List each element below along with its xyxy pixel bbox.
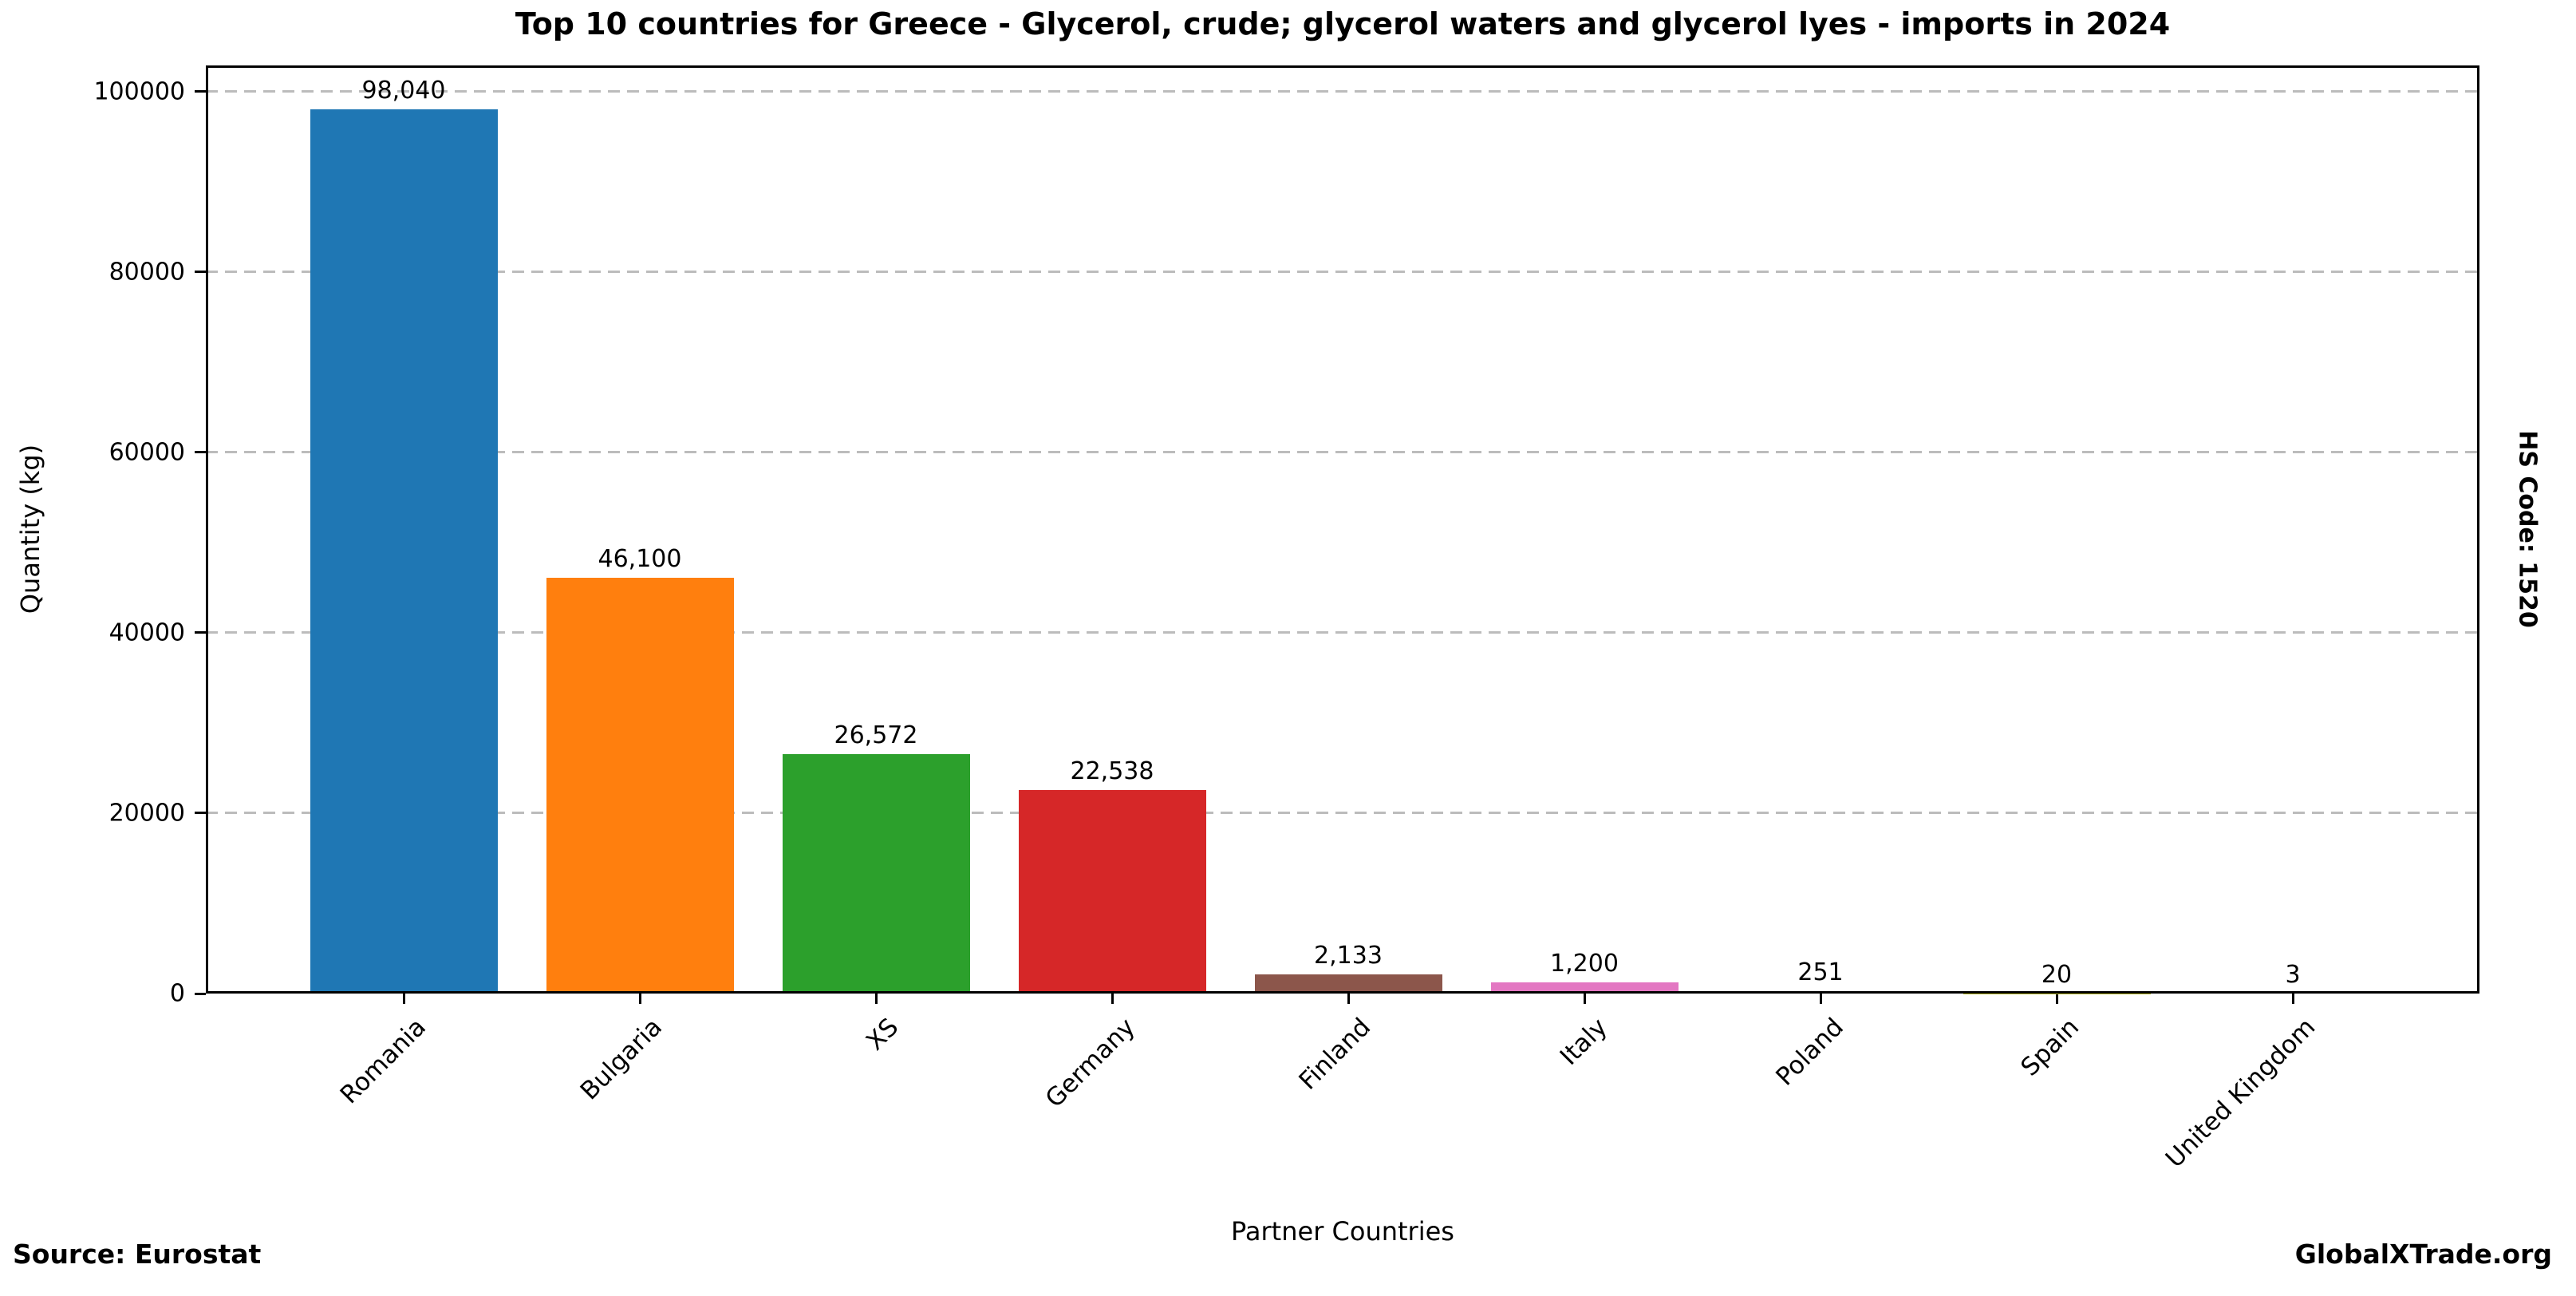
bar-value-label-italy: 1,200 xyxy=(1550,950,1619,978)
x-tick-mark xyxy=(1583,994,1586,1004)
bar-xs xyxy=(782,753,970,994)
gridline xyxy=(206,90,2479,93)
x-tick-mark xyxy=(402,994,405,1004)
y-tick-label: 80000 xyxy=(108,258,185,286)
x-tick-label-xs: XS xyxy=(861,1013,905,1057)
x-tick-label-finland: Finland xyxy=(1293,1013,1377,1096)
y-tick-mark xyxy=(195,271,206,274)
chart-title: Top 10 countries for Greece - Glycerol, … xyxy=(515,6,2171,41)
hs-code-note: HS Code: 1520 xyxy=(2513,430,2542,628)
gridline xyxy=(206,631,2479,634)
y-tick-mark xyxy=(195,90,206,93)
x-tick-label-spain: Spain xyxy=(2015,1013,2085,1082)
y-tick-label: 20000 xyxy=(108,799,185,828)
gridline xyxy=(206,271,2479,274)
y-tick-mark xyxy=(195,812,206,815)
y-tick-mark xyxy=(195,451,206,454)
x-tick-label-germany: Germany xyxy=(1039,1013,1141,1114)
bar-value-label-xs: 26,572 xyxy=(834,721,918,749)
bar-romania xyxy=(310,109,498,994)
y-axis-label: Quantity (kg) xyxy=(15,444,45,614)
bar-bulgaria xyxy=(546,577,734,994)
x-tick-mark xyxy=(874,994,878,1004)
y-tick-label: 100000 xyxy=(93,77,185,106)
y-tick-label: 40000 xyxy=(108,618,185,647)
x-tick-mark xyxy=(638,994,641,1004)
bar-poland xyxy=(1726,991,1915,994)
x-tick-label-united-kingdom: United Kingdom xyxy=(2160,1013,2322,1174)
bar-value-label-romania: 98,040 xyxy=(361,76,446,105)
bar-value-label-finland: 2,133 xyxy=(1314,941,1383,970)
bar-value-label-united-kingdom: 3 xyxy=(2285,960,2301,989)
x-axis-label: Partner Countries xyxy=(1231,1216,1454,1247)
source-note: Source: Eurostat xyxy=(13,1239,262,1270)
gridline xyxy=(206,812,2479,815)
bar-value-label-germany: 22,538 xyxy=(1070,757,1154,786)
y-tick-label: 0 xyxy=(169,979,185,1008)
x-tick-label-italy: Italy xyxy=(1554,1013,1613,1072)
x-tick-label-bulgaria: Bulgaria xyxy=(575,1013,669,1106)
y-tick-label: 60000 xyxy=(108,438,185,467)
x-tick-mark xyxy=(1819,994,1822,1004)
bar-finland xyxy=(1254,974,1442,994)
y-tick-mark xyxy=(195,992,206,995)
brand-note: GlobalXTrade.org xyxy=(2294,1239,2552,1270)
x-tick-mark xyxy=(2291,994,2294,1004)
bar-value-label-bulgaria: 46,100 xyxy=(598,544,682,573)
bar-italy xyxy=(1490,982,1679,994)
x-tick-mark xyxy=(1110,994,1114,1004)
plot-area: 0 20000 40000 60000 80000 100000 98,040 Romania… xyxy=(93,65,2479,1173)
x-tick-label-romania: Romania xyxy=(335,1013,432,1110)
bar-value-label-poland: 251 xyxy=(1797,958,1844,987)
x-tick-mark xyxy=(2055,994,2058,1004)
x-tick-mark xyxy=(1347,994,1350,1004)
x-tick-label-poland: Poland xyxy=(1769,1013,1849,1092)
gridline xyxy=(206,451,2479,454)
y-tick-mark xyxy=(195,631,206,634)
bar-germany xyxy=(1018,790,1206,994)
bar-value-label-spain: 20 xyxy=(2041,960,2073,989)
